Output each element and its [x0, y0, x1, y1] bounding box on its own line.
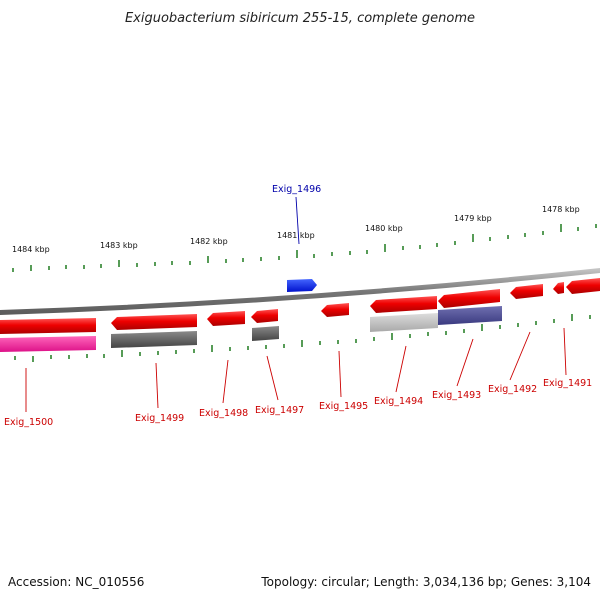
- label-exig-1493: Exig_1493: [432, 390, 481, 401]
- cds-exig-1500: [0, 336, 96, 352]
- label-leaders: [25, 196, 567, 412]
- gene-exig-1493[interactable]: [438, 289, 500, 308]
- gene-exig-1498[interactable]: [207, 311, 245, 326]
- gene-exig-1496[interactable]: [287, 279, 317, 292]
- accession-text: Accession: NC_010556: [8, 575, 144, 589]
- gene-exig-1499[interactable]: [111, 314, 197, 330]
- label-exig-1497: Exig_1497: [255, 405, 304, 416]
- cds-exig-1493: [438, 306, 502, 325]
- cds-exig-1494: [370, 313, 438, 332]
- label-exig-1499: Exig_1499: [135, 413, 184, 424]
- gene-exig-1500[interactable]: [0, 318, 96, 334]
- gene-exig-1495[interactable]: [321, 303, 349, 317]
- tick-label-1483: 1483 kbp: [100, 241, 138, 250]
- inner-tick-track: [14, 314, 591, 362]
- gene-exig-1494[interactable]: [370, 296, 437, 313]
- gene-exig-1492[interactable]: [510, 284, 543, 299]
- gene-exig-1491-a[interactable]: [553, 282, 564, 294]
- label-exig-1496: Exig_1496: [272, 184, 321, 195]
- tick-label-1484: 1484 kbp: [12, 245, 50, 254]
- label-exig-1491: Exig_1491: [543, 378, 592, 389]
- outer-tick-track: [12, 224, 597, 272]
- cds-exig-1499: [111, 331, 197, 348]
- tick-label-1482: 1482 kbp: [190, 237, 228, 246]
- label-exig-1494: Exig_1494: [374, 396, 423, 407]
- genome-backbone: [0, 268, 600, 315]
- gene-exig-1497[interactable]: [251, 309, 278, 323]
- label-exig-1498: Exig_1498: [199, 408, 248, 419]
- tick-label-1479: 1479 kbp: [454, 214, 492, 223]
- tick-label-1480: 1480 kbp: [365, 224, 403, 233]
- topology-text: Topology: circular; Length: 3,034,136 bp…: [260, 575, 591, 589]
- map-title: Exiguobacterium sibiricum 255-15, comple…: [125, 11, 475, 26]
- tick-label-1478: 1478 kbp: [542, 205, 580, 214]
- tick-label-1481: 1481 kbp: [277, 231, 315, 240]
- label-exig-1500: Exig_1500: [4, 417, 53, 428]
- label-exig-1495: Exig_1495: [319, 401, 368, 412]
- gene-exig-1491[interactable]: [566, 278, 600, 294]
- label-exig-1492: Exig_1492: [488, 384, 537, 395]
- cds-exig-1497: [252, 326, 279, 341]
